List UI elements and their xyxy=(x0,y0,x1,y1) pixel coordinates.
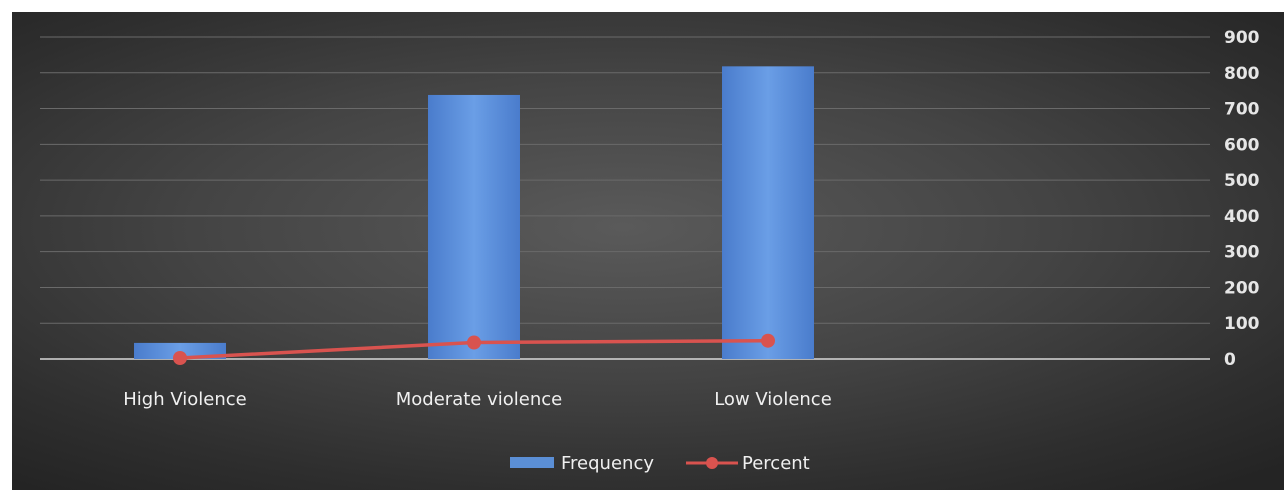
point-percent xyxy=(173,350,187,365)
x-axis: High Violence Moderate violence Low Violen… xyxy=(123,389,832,410)
point-percent xyxy=(761,333,775,348)
bar-series xyxy=(134,66,814,360)
legend-swatch-frequency xyxy=(510,457,554,468)
y-tick-label: 0 xyxy=(1224,350,1236,370)
y-tick-label: 500 xyxy=(1224,171,1260,191)
chart-canvas: 0 100 200 300 400 500 600 700 800 900 High Violen… xyxy=(40,28,1260,474)
y-tick-label: 700 xyxy=(1224,100,1260,120)
x-tick-label: Moderate violence xyxy=(396,389,562,410)
y-tick-label: 900 xyxy=(1224,28,1260,48)
legend-label-percent: Percent xyxy=(742,453,810,474)
point-percent xyxy=(467,335,481,350)
bar-frequency xyxy=(134,342,226,359)
legend-marker-percent xyxy=(706,457,718,469)
y-tick-label: 800 xyxy=(1224,64,1260,84)
y-tick-label: 300 xyxy=(1224,243,1260,263)
y-tick-label: 100 xyxy=(1224,314,1260,334)
bar-frequency xyxy=(722,66,814,360)
x-tick-label: High Violence xyxy=(123,389,246,410)
y-tick-label: 200 xyxy=(1224,278,1260,298)
bar-frequency xyxy=(428,94,520,360)
y-axis: 0 100 200 300 400 500 600 700 800 900 xyxy=(1224,28,1260,370)
gridlines xyxy=(40,36,1210,360)
x-tick-label: Low Violence xyxy=(714,389,832,410)
y-tick-label: 600 xyxy=(1224,135,1260,155)
legend: Frequency Percent xyxy=(510,453,810,474)
chart-frame: 0 100 200 300 400 500 600 700 800 900 High Violen… xyxy=(12,12,1284,490)
legend-label-frequency: Frequency xyxy=(561,453,654,474)
y-tick-label: 400 xyxy=(1224,207,1260,227)
line-series xyxy=(173,333,775,365)
